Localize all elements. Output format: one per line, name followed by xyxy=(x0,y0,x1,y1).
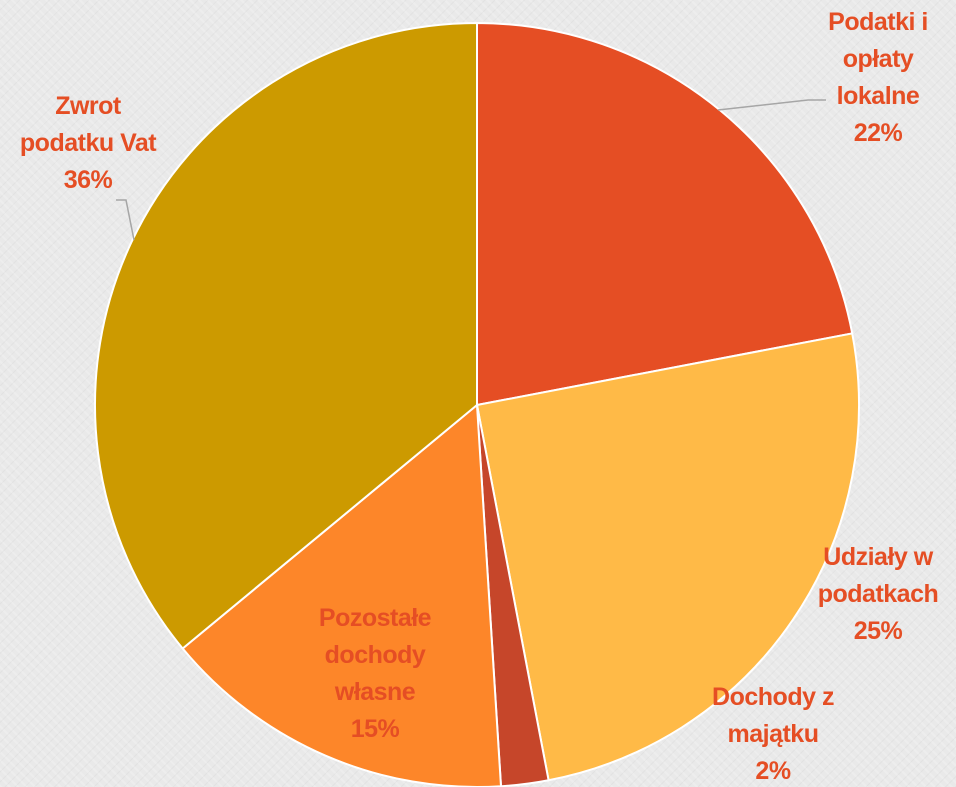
leader-line-zwrot xyxy=(116,199,135,241)
slice-label-line: 2% xyxy=(755,757,790,785)
leader-line-podatki xyxy=(717,99,826,111)
slice-label-line: 36% xyxy=(64,166,113,194)
slice-label-1: Udziały w podatkach 25% xyxy=(818,543,939,645)
pie-slice-0 xyxy=(476,21,854,407)
slice-label-line: dochody xyxy=(325,641,426,669)
slice-label-line: podatku Vat xyxy=(20,129,157,157)
slice-label-line: Pozostałe xyxy=(319,604,432,632)
pie-slice-1 xyxy=(475,332,860,782)
pie-slice-4 xyxy=(94,21,478,650)
slice-label-2: Dochody z majątku 2% xyxy=(712,683,834,785)
pie-slices xyxy=(94,21,860,787)
slice-label-0: Podatki i opłaty lokalne 22% xyxy=(828,8,928,147)
slice-label-line: opłaty xyxy=(843,45,914,73)
slice-label-line: 25% xyxy=(854,617,903,645)
slice-label-line: Udziały w xyxy=(823,543,933,571)
slice-label-line: 22% xyxy=(854,119,903,147)
slice-label-line: własne xyxy=(334,678,416,706)
slice-label-line: Dochody z xyxy=(712,683,834,711)
slice-label-4: Zwrot podatku Vat 36% xyxy=(20,92,157,194)
slice-label-line: 15% xyxy=(351,715,400,743)
slice-label-line: podatkach xyxy=(818,580,939,608)
slice-label-line: Podatki i xyxy=(828,8,928,36)
slice-label-line: lokalne xyxy=(837,82,920,110)
slice-label-line: Zwrot xyxy=(55,92,122,120)
slice-labels: Podatki i opłaty lokalne 22% Udziały w podatk… xyxy=(20,8,939,785)
slice-label-3: Pozostałe dochody własne 15% xyxy=(319,604,432,743)
leader-lines xyxy=(116,99,826,241)
slice-label-line: majątku xyxy=(728,720,819,748)
